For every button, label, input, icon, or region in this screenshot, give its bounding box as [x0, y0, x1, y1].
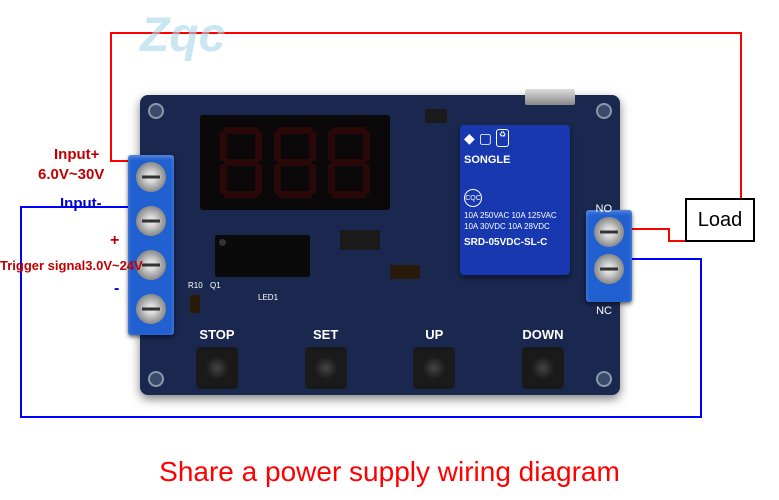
smd-component: [340, 230, 380, 250]
silk-q1: Q1: [210, 281, 221, 290]
digit-1: [218, 125, 264, 200]
label-trigger: Trigger signal3.0V~24V: [0, 258, 143, 273]
stop-button[interactable]: STOP: [196, 347, 238, 389]
label-trigger-minus: -: [114, 280, 119, 298]
wire-blue-seg: [700, 258, 702, 418]
screw-hole: [596, 103, 612, 119]
stop-label: STOP: [199, 327, 234, 342]
set-button[interactable]: SET: [305, 347, 347, 389]
up-label: UP: [425, 327, 443, 342]
relay-rating-1: 10A 250VAC 10A 125VAC: [464, 211, 566, 221]
cqc-icon: CQC: [464, 189, 482, 207]
terminal-screw[interactable]: [594, 254, 624, 284]
diagram-caption: Share a power supply wiring diagram: [0, 456, 779, 488]
digit-2: [272, 125, 318, 200]
digit-3: [326, 125, 372, 200]
up-button[interactable]: UP: [413, 347, 455, 389]
terminal-screw[interactable]: [136, 162, 166, 192]
down-label: DOWN: [522, 327, 563, 342]
wire-red-seg: [110, 32, 112, 160]
wire-blue-seg: [20, 416, 700, 418]
down-button[interactable]: DOWN: [522, 347, 564, 389]
input-terminal-block[interactable]: [128, 155, 174, 335]
seven-segment-display: [200, 115, 390, 210]
label-trigger-plus: +: [110, 232, 119, 250]
silk-r10: R10: [188, 281, 203, 290]
wire-red-seg: [740, 32, 742, 200]
relay-rating-2: 10A 30VDC 10A 28VDC: [464, 222, 566, 232]
set-label: SET: [313, 327, 338, 342]
wire-red-seg: [668, 240, 686, 242]
smd-component: [425, 109, 447, 123]
relay-component: ◆▢♻ SONGLE CQC 10A 250VAC 10A 125VAC 10A…: [460, 125, 570, 275]
button-row: STOP SET UP DOWN: [196, 347, 564, 389]
silk-nc: NC: [596, 305, 612, 317]
silk-no: NO: [596, 203, 613, 215]
label-input-minus: Input-: [60, 195, 102, 212]
screw-hole: [148, 371, 164, 387]
relay-cert-icons: ◆▢♻: [464, 129, 566, 147]
smd-component: [390, 265, 420, 279]
micro-usb-port[interactable]: [525, 89, 575, 105]
load-box: Load: [685, 198, 755, 242]
terminal-screw[interactable]: [136, 206, 166, 236]
watermark-logo: Zqc: [140, 8, 225, 63]
screw-hole: [596, 371, 612, 387]
relay-brand: SONGLE: [464, 153, 566, 167]
terminal-screw[interactable]: [136, 294, 166, 324]
label-input-plus: Input+: [54, 146, 99, 163]
smd-component: [190, 295, 200, 313]
output-terminal-block[interactable]: [586, 210, 632, 302]
relay-model: SRD-05VDC-SL-C: [464, 236, 566, 249]
terminal-screw[interactable]: [594, 217, 624, 247]
wire-blue-seg: [620, 258, 702, 260]
screw-hole: [148, 103, 164, 119]
pcb-board: NO NC ◆▢♻ SONGLE CQC 10A 250VAC 10A 125V…: [140, 95, 620, 395]
wire-blue-seg: [20, 206, 22, 416]
silk-led1: LED1: [258, 293, 278, 302]
ic-chip: [215, 235, 310, 277]
label-input-range: 6.0V~30V: [38, 166, 104, 183]
